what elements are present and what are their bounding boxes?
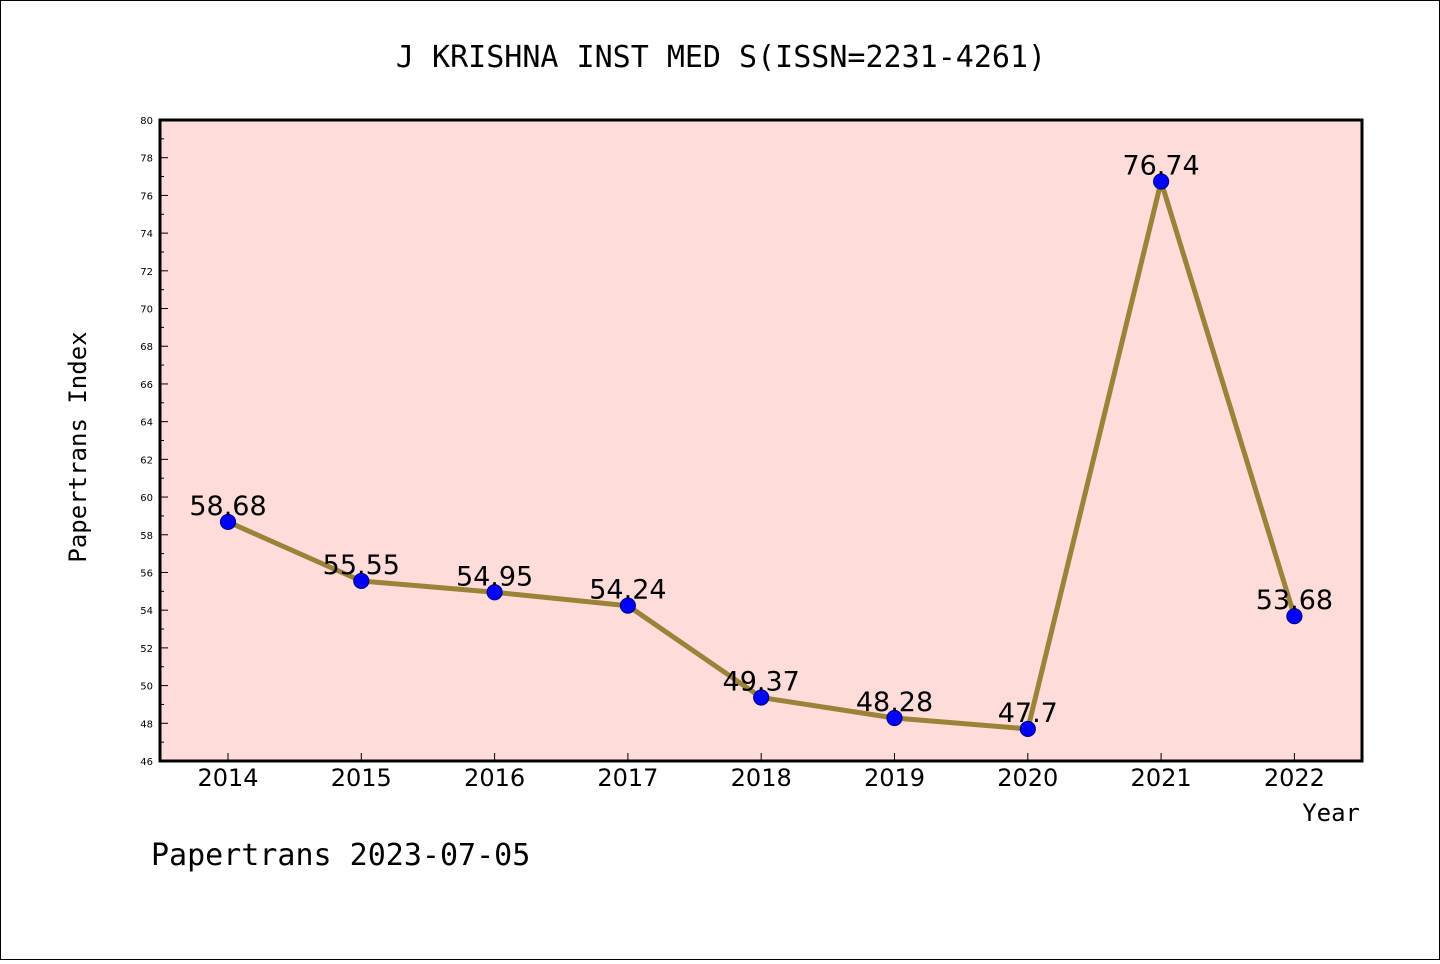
- chart-title: J KRISHNA INST MED S(ISSN=2231-4261): [396, 40, 1046, 75]
- x-tick-label: 2020: [997, 764, 1058, 792]
- data-point: [1019, 720, 1036, 738]
- data-label: 58.68: [189, 491, 266, 522]
- data-label: 49.37: [723, 666, 800, 697]
- data-label: 54.95: [456, 561, 533, 592]
- plot-area: [158, 118, 1364, 763]
- y-tick-label: 48: [140, 719, 153, 730]
- x-axis: 2014 2015 2016 2017 2018 2019 2020 2021 2022: [197, 753, 1325, 792]
- y-tick-label: 52: [140, 644, 153, 655]
- data-labels: 58.68 55.55 54.95 54.24 49.37 48.28 47.7 76.74 5…: [189, 150, 1333, 728]
- data-label: 53.68: [1256, 585, 1333, 616]
- x-axis-title: Year: [1302, 799, 1360, 827]
- data-label: 47.7: [998, 698, 1058, 729]
- x-tick-label: 2019: [864, 764, 925, 792]
- x-tick-label: 2022: [1264, 764, 1325, 792]
- footer-date: Papertrans 2023-07-05: [151, 838, 530, 873]
- y-tick-label: 56: [140, 568, 153, 579]
- x-tick-label: 2021: [1131, 764, 1192, 792]
- x-tick-label: 2015: [331, 764, 392, 792]
- data-point: [219, 513, 237, 531]
- data-label: 48.28: [856, 687, 933, 718]
- y-tick-label: 58: [140, 531, 153, 542]
- y-tick-label: 68: [140, 342, 153, 353]
- data-label: 76.74: [1122, 150, 1199, 181]
- y-tick-label: 78: [140, 154, 153, 165]
- y-tick-label: 74: [140, 229, 153, 240]
- data-point: [1286, 608, 1303, 625]
- y-tick-label: 50: [140, 682, 153, 693]
- data-point: [353, 572, 370, 590]
- y-tick-label: 60: [140, 493, 153, 504]
- y-tick-label: 66: [140, 380, 153, 391]
- y-axis-title: Papertrans Index: [64, 331, 92, 562]
- data-point: [486, 584, 503, 601]
- data-point: [1152, 173, 1170, 190]
- data-point: [619, 597, 637, 614]
- data-point: [886, 709, 903, 727]
- y-tick-label: 54: [140, 606, 153, 617]
- y-tick-label: 76: [140, 191, 153, 202]
- y-tick-label: 46: [140, 757, 153, 768]
- y-axis: 46 48 50 52 54 56 58 60 62 64 66 68 70 72 74 76 78 80: [140, 116, 168, 768]
- x-tick-label: 2018: [731, 764, 792, 792]
- y-tick-label: 70: [140, 305, 153, 316]
- data-label: 54.24: [589, 575, 666, 606]
- data-points: [219, 173, 1303, 738]
- x-tick-label: 2016: [464, 764, 525, 792]
- y-tick-label: 64: [140, 418, 153, 429]
- x-tick-label: 2014: [197, 764, 258, 792]
- y-tick-label: 62: [140, 455, 153, 466]
- y-tick-label: 72: [140, 267, 153, 278]
- x-tick-label: 2017: [597, 764, 658, 792]
- data-label: 55.55: [323, 550, 400, 581]
- y-tick-label: 80: [140, 116, 153, 127]
- data-point: [753, 689, 770, 706]
